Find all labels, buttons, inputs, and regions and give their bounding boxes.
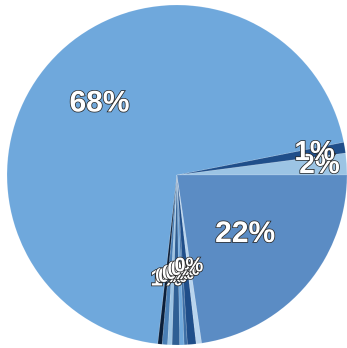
pie-slice-10 bbox=[176, 174, 197, 345]
pie-slice-label-5: 0% bbox=[155, 265, 184, 287]
pie-slice-label-11: 0% bbox=[174, 254, 203, 276]
pie-slice-label-9: 0% bbox=[167, 258, 196, 280]
pie-labels: 2%1%68%1%0%0%0%0%0%0%0%22% bbox=[69, 85, 341, 292]
pie-slice-6 bbox=[167, 174, 178, 346]
pie-slice-label-8: 0% bbox=[165, 262, 194, 284]
pie-slice-9 bbox=[176, 174, 188, 346]
pie-slice-label-7: 0% bbox=[162, 262, 191, 284]
pie-slice-label-6: 0% bbox=[158, 265, 187, 287]
pie-slice-label-4: 1% bbox=[151, 266, 183, 291]
pie-slice-label-3: 68% bbox=[69, 85, 129, 118]
pie-slice-11 bbox=[176, 174, 203, 345]
pie-slice-4 bbox=[157, 174, 178, 345]
pie-slice-label-1: 2% bbox=[299, 148, 340, 179]
pie-slices bbox=[6, 4, 347, 346]
pie-slice-8 bbox=[176, 174, 185, 346]
pie-slice-label-10: 0% bbox=[171, 258, 200, 280]
pie-slice-5 bbox=[161, 174, 178, 346]
pie-slice-3 bbox=[6, 4, 345, 345]
pie-slice-label-2: 1% bbox=[294, 135, 335, 166]
pie-slice-2 bbox=[176, 141, 346, 176]
pie-slice-12 bbox=[176, 174, 347, 344]
pie-slice-label-12: 22% bbox=[215, 216, 275, 249]
pie-slice-7 bbox=[171, 174, 181, 346]
